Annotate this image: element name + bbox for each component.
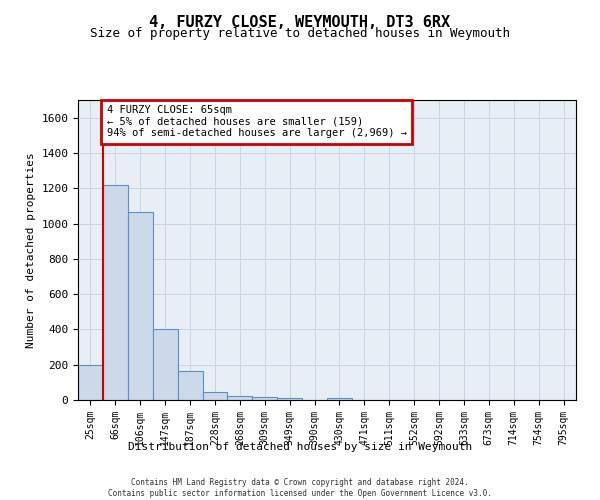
Bar: [327, 398, 352, 400]
Bar: [203, 392, 227, 400]
Bar: [277, 398, 302, 400]
Text: Size of property relative to detached houses in Weymouth: Size of property relative to detached ho…: [90, 28, 510, 40]
Bar: [103, 184, 128, 400]
Text: Distribution of detached houses by size in Weymouth: Distribution of detached houses by size …: [128, 442, 472, 452]
Bar: [128, 212, 153, 400]
Bar: [227, 396, 253, 400]
Bar: [253, 397, 277, 400]
Bar: [178, 371, 203, 400]
Y-axis label: Number of detached properties: Number of detached properties: [26, 152, 36, 348]
Bar: [78, 364, 103, 400]
Text: Contains HM Land Registry data © Crown copyright and database right 2024.
Contai: Contains HM Land Registry data © Crown c…: [108, 478, 492, 498]
Bar: [153, 328, 178, 400]
Text: 4 FURZY CLOSE: 65sqm
← 5% of detached houses are smaller (159)
94% of semi-detac: 4 FURZY CLOSE: 65sqm ← 5% of detached ho…: [107, 106, 407, 138]
Text: 4, FURZY CLOSE, WEYMOUTH, DT3 6RX: 4, FURZY CLOSE, WEYMOUTH, DT3 6RX: [149, 15, 451, 30]
